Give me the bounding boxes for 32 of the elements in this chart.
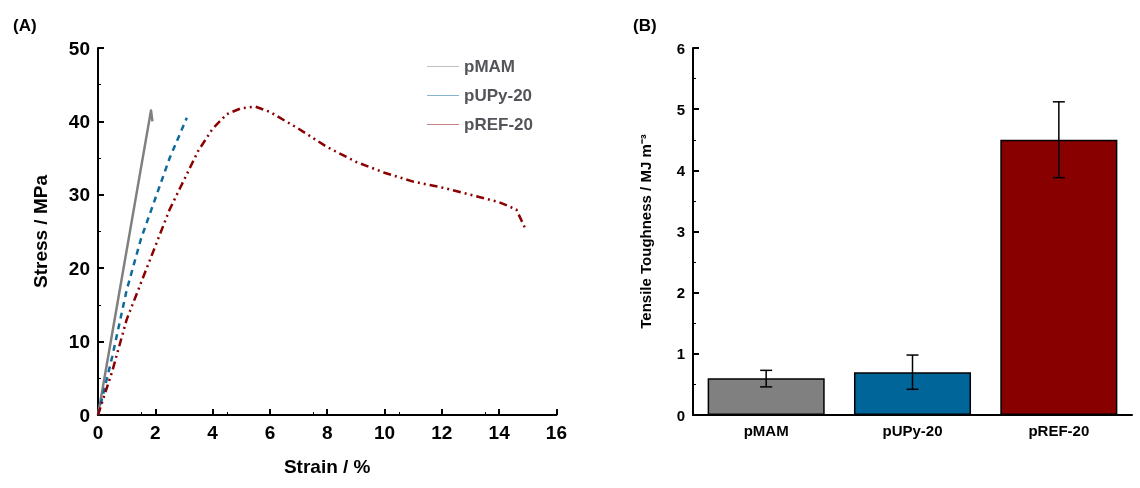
y-axis-title: Stress / MPa bbox=[30, 174, 51, 288]
x-tick-label: 16 bbox=[545, 422, 567, 443]
legend-label: pUPy-20 bbox=[464, 86, 533, 105]
x-tick-label: 0 bbox=[92, 422, 104, 443]
x-tick-label: 2 bbox=[150, 422, 161, 443]
y-tick-label: 10 bbox=[68, 331, 90, 353]
y-tick-label: 5 bbox=[676, 100, 685, 118]
x-tick-label: 4 bbox=[207, 422, 219, 443]
y-tick-label: 20 bbox=[68, 257, 90, 279]
legend-label: pMAM bbox=[464, 57, 516, 76]
x-tick-label: pREF-20 bbox=[1028, 422, 1090, 439]
y-axis-title: Tensile Toughness / MJ m⁻³ bbox=[637, 134, 654, 329]
x-tick-label: pMAM bbox=[743, 422, 789, 439]
x-tick-label: 10 bbox=[373, 422, 396, 443]
x-tick-label: 6 bbox=[264, 422, 276, 443]
y-tick-label: 6 bbox=[676, 39, 685, 57]
x-tick-label: 8 bbox=[321, 422, 333, 443]
y-tick-label: 3 bbox=[676, 223, 685, 240]
y-tick-label: 4 bbox=[676, 161, 686, 179]
y-tick-label: 40 bbox=[68, 110, 90, 132]
y-tick-label: 2 bbox=[676, 284, 685, 302]
x-tick-label: pUPy-20 bbox=[882, 422, 943, 439]
legend-label: pREF-20 bbox=[464, 115, 534, 134]
y-tick-label: 1 bbox=[676, 345, 685, 363]
x-axis-title: Strain / % bbox=[283, 456, 371, 477]
chart-title: (B) bbox=[633, 16, 657, 35]
x-tick-label: 14 bbox=[488, 422, 511, 443]
chart-title: (A) bbox=[13, 16, 37, 35]
y-tick-label: 30 bbox=[68, 184, 90, 206]
x-tick-label: 12 bbox=[431, 422, 453, 443]
y-tick-label: 50 bbox=[68, 37, 90, 59]
y-tick-label: 0 bbox=[676, 406, 685, 424]
